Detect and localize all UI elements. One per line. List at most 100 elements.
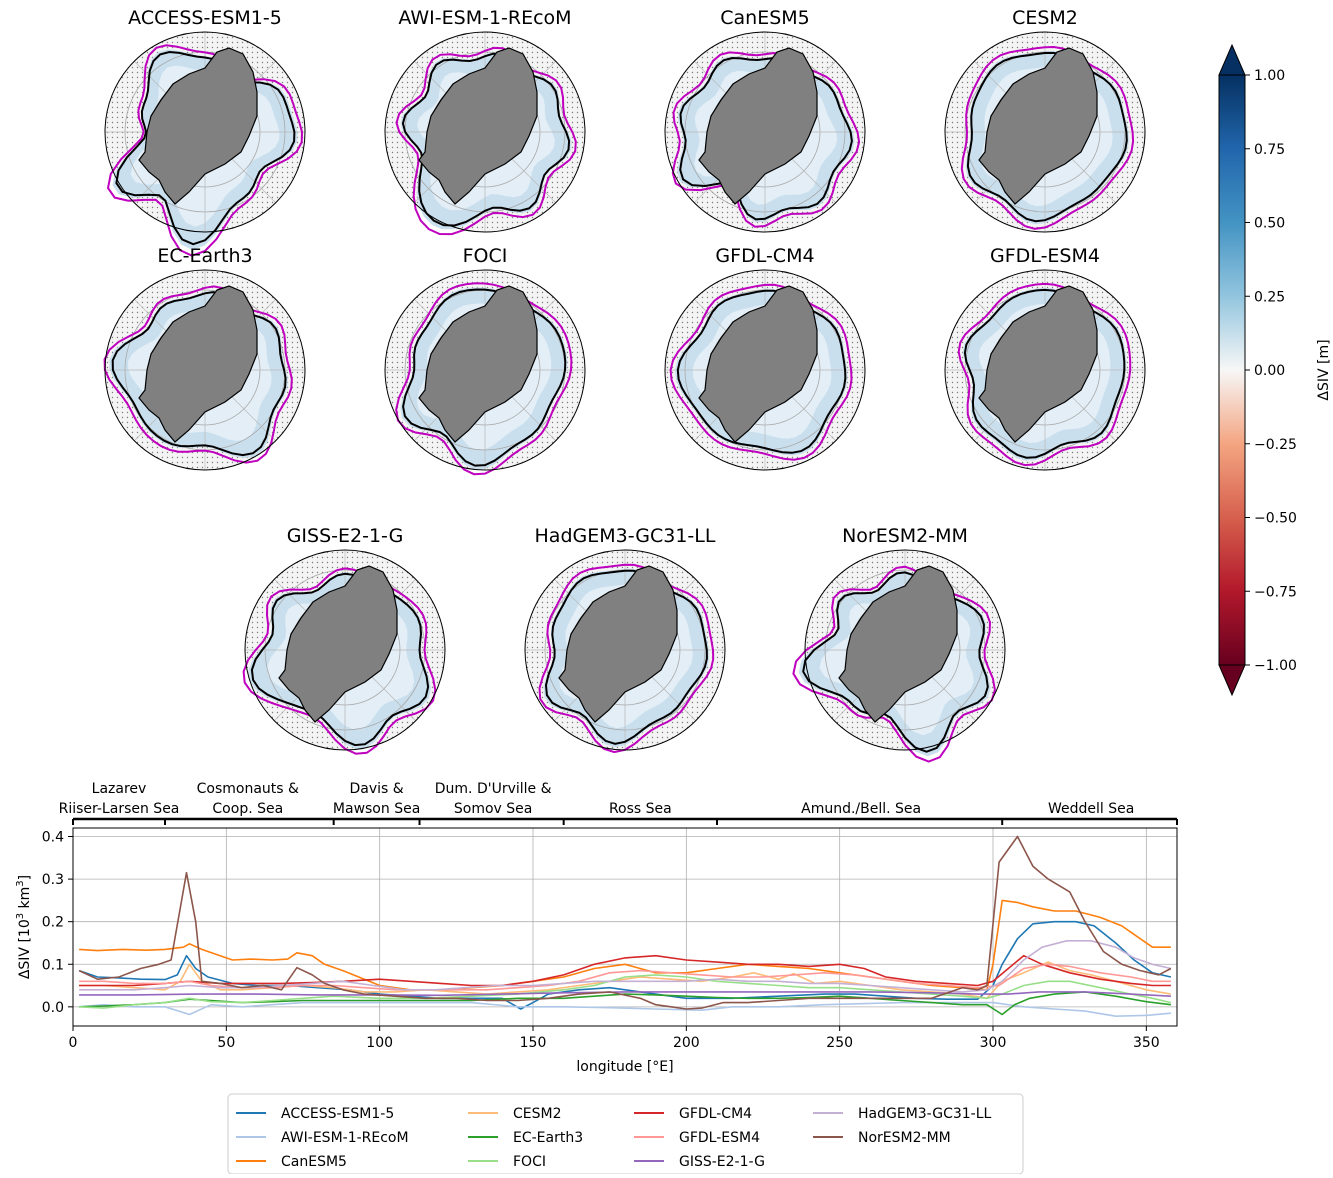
- antarctica-landmass: [418, 285, 538, 443]
- y-tick-label: 0.1: [42, 957, 64, 973]
- region-label: Weddell Sea: [1048, 801, 1134, 817]
- map-title: AWI-ESM-1-REcoM: [398, 7, 571, 29]
- x-tick-label: 300: [980, 1035, 1007, 1051]
- polar-map: ACCESS-ESM1-5: [104, 7, 306, 257]
- map-title: EC-Earth3: [157, 245, 252, 267]
- polar-map: AWI-ESM-1-REcoM: [384, 7, 586, 236]
- map-frame: [244, 549, 446, 751]
- map-frame: [664, 31, 866, 233]
- region-label: Dum. D'Urville &: [435, 781, 552, 797]
- region-label: Ross Sea: [609, 801, 672, 817]
- map-frame: [664, 269, 866, 471]
- map-title: CanESM5: [720, 7, 810, 29]
- legend-entry: NorESM2-MM: [858, 1130, 951, 1146]
- y-tick-label: 0.4: [42, 830, 64, 846]
- polar-map: GFDL-CM4: [664, 245, 866, 471]
- antarctica-landmass: [978, 47, 1098, 205]
- polar-map: EC-Earth3: [103, 245, 306, 471]
- map-title: GFDL-CM4: [715, 245, 814, 267]
- polar-map: FOCI: [384, 245, 586, 476]
- polar-map: CESM2: [944, 7, 1146, 233]
- map-title: GFDL-ESM4: [990, 245, 1100, 267]
- colorbar-tick-label: −1.00: [1254, 658, 1297, 674]
- polar-map: HadGEM3-GC31-LL: [524, 525, 726, 754]
- series-line: [79, 1001, 1171, 1017]
- antarctica-landmass: [978, 285, 1098, 443]
- region-label: Davis &: [349, 781, 403, 797]
- antarctica-landmass: [138, 47, 258, 205]
- colorbar-gradient: [1218, 74, 1246, 666]
- x-tick-label: 200: [673, 1035, 700, 1051]
- legend-entry: GISS-E2-1-G: [679, 1154, 765, 1170]
- x-tick-label: 50: [217, 1035, 235, 1051]
- x-tick-label: 150: [520, 1035, 547, 1051]
- antarctica-landmass: [698, 285, 818, 443]
- map-frame: [104, 31, 306, 233]
- colorbar-tick-label: 0.00: [1254, 363, 1285, 379]
- map-frame: [944, 269, 1146, 471]
- region-label: Amund./Bell. Sea: [801, 801, 921, 817]
- colorbar-tick-label: 1.00: [1254, 68, 1285, 84]
- map-title: HadGEM3-GC31-LL: [535, 525, 716, 547]
- colorbar-tick-label: −0.25: [1254, 437, 1297, 453]
- polar-map: GISS-E2-1-G: [242, 525, 446, 755]
- antarctica-landmass: [558, 565, 678, 723]
- map-title: ACCESS-ESM1-5: [128, 7, 282, 29]
- x-axis-label: longitude [°E]: [576, 1059, 673, 1075]
- series-line: [78, 920, 1172, 1010]
- x-tick-label: 350: [1133, 1035, 1160, 1051]
- region-label: Somov Sea: [454, 801, 532, 817]
- map-title: GISS-E2-1-G: [287, 525, 404, 547]
- region-label: Lazarev: [92, 781, 147, 797]
- map-frame: [384, 31, 586, 233]
- x-tick-label: 250: [826, 1035, 853, 1051]
- y-tick-label: 0.2: [42, 915, 64, 931]
- map-frame: [524, 549, 726, 751]
- map-frame: [104, 269, 306, 471]
- polar-maps: ACCESS-ESM1-5 AWI-ESM-1-REcoM CanESM5 CESM2…: [103, 7, 1146, 763]
- legend-entry: FOCI: [513, 1154, 546, 1170]
- map-frame: [944, 31, 1146, 233]
- series-line: [78, 835, 1172, 1010]
- region-axis: Lazarev Riiser-Larsen Sea Cosmonauts & Coop…: [59, 781, 1178, 825]
- legend-entry: EC-Earth3: [513, 1130, 583, 1146]
- x-tick-label: 100: [366, 1035, 393, 1051]
- y-axis-label: ΔSIV [103 km3]: [15, 875, 33, 979]
- antarctica-landmass: [138, 285, 258, 443]
- colorbar: 1.00 0.75 0.50 0.25 0.00 −0.25 −0.50 −0.75 −1.00…: [1218, 43, 1332, 697]
- map-title: NorESM2-MM: [842, 525, 968, 547]
- map-frame: [804, 549, 1006, 751]
- series-line: [79, 899, 1171, 991]
- antarctica-landmass: [838, 565, 958, 723]
- region-label: Riiser-Larsen Sea: [59, 801, 180, 817]
- region-label: Cosmonauts &: [197, 781, 299, 797]
- x-tick-label: 0: [69, 1035, 78, 1051]
- series-line: [79, 991, 1171, 997]
- legend-entry: ACCESS-ESM1-5: [281, 1106, 394, 1122]
- colorbar-tick-label: 0.75: [1254, 142, 1285, 158]
- colorbar-label: ΔSIV [m]: [1316, 339, 1332, 400]
- series-line: [79, 974, 1172, 1009]
- legend-entry: CESM2: [513, 1106, 562, 1122]
- polar-map: CanESM5: [664, 7, 866, 233]
- y-tick-label: 0.0: [42, 1000, 64, 1016]
- antarctica-landmass: [418, 47, 538, 205]
- region-label: Mawson Sea: [333, 801, 420, 817]
- legend-entry: GFDL-ESM4: [679, 1130, 760, 1146]
- legend-entry: AWI-ESM-1-REcoM: [281, 1130, 409, 1146]
- colorbar-extend-min: [1218, 664, 1246, 697]
- antarctica-landmass: [278, 565, 398, 723]
- plot-frame: [72, 827, 1178, 1027]
- map-title: CESM2: [1012, 7, 1078, 29]
- colorbar-tick-label: 0.25: [1254, 289, 1285, 305]
- map-title: FOCI: [463, 245, 508, 267]
- legend-entry: HadGEM3-GC31-LL: [858, 1106, 992, 1122]
- series-line: [79, 954, 1171, 987]
- antarctica-landmass: [698, 47, 818, 205]
- colorbar-tick-label: 0.50: [1254, 216, 1285, 232]
- colorbar-tick-label: −0.75: [1254, 584, 1297, 600]
- region-label: Coop. Sea: [212, 801, 283, 817]
- polar-map: NorESM2-MM: [792, 525, 1006, 763]
